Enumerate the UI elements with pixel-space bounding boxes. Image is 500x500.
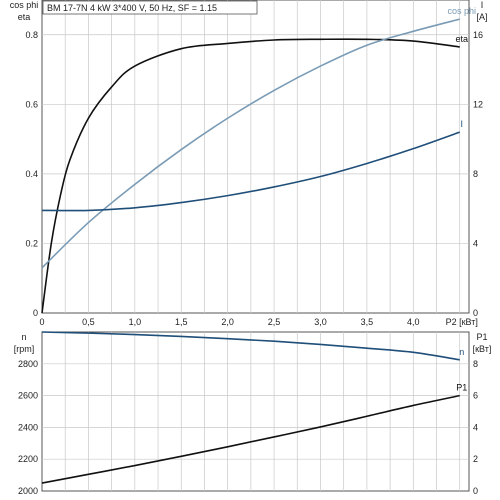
x-tick-label: 2,5 [268,317,281,327]
series-label: eta [455,34,468,44]
x-tick-label: 0 [39,317,44,327]
x-tick-label: 3,0 [314,317,327,327]
series-line-I [41,131,460,212]
left-axis-label: cos phi [10,0,39,10]
right-axis-label: I [481,0,484,10]
right-tick-label: 4 [473,238,478,248]
chart-title: BM 17-7N 4 kW 3*400 V, 50 Hz, SF = 1.15 [47,3,217,13]
series-line-n [41,331,460,361]
right-tick-label: 0 [473,486,478,496]
left-axis-unit: [rpm] [14,344,35,354]
left-tick-label: 0.6 [25,99,38,109]
plot-frame-0 [41,0,470,314]
right-axis-unit: [кВт] [473,344,492,354]
x-tick-label: 0,5 [82,317,95,327]
x-axis-label: P2 [кВт] [446,317,478,327]
right-tick-label: 0 [473,308,478,318]
left-tick-label: 2600 [18,391,38,401]
right-tick-label: 16 [473,30,483,40]
right-tick-label: 8 [473,169,478,179]
left-tick-label: 0.2 [25,238,38,248]
x-tick-label: 2,0 [221,317,234,327]
series-label: cos phi [447,6,476,16]
right-tick-label: 2 [473,454,478,464]
x-tick-label: 1,0 [129,317,142,327]
series-line-eta [41,38,460,314]
x-tick-label: 4,0 [407,317,420,327]
left-tick-label: 2200 [18,454,38,464]
left-tick-label: 2400 [18,422,38,432]
left-tick-label: 2000 [18,486,38,496]
x-tick-label: 3,5 [361,317,374,327]
right-tick-label: 4 [473,422,478,432]
right-axis-label: P1 [476,332,487,342]
series-line-cos-phi [41,18,460,269]
right-axis-unit: [A] [476,12,487,22]
x-tick-label: 1,5 [175,317,188,327]
right-tick-label: 6 [473,391,478,401]
series-label: n [459,347,464,357]
right-tick-label: 8 [473,359,478,369]
title-box [42,0,258,15]
right-tick-label: 12 [473,99,483,109]
left-axis-label: n [21,332,26,342]
left-tick-label: 0.8 [25,30,38,40]
series-line-P1 [41,394,460,484]
left-tick-label: 0.4 [25,169,38,179]
left-tick-label: 0 [33,308,38,318]
series-label: P1 [456,383,467,393]
left-axis-unit: eta [18,12,31,22]
left-tick-label: 2800 [18,359,38,369]
plot-frame-1 [41,331,470,492]
series-label: I [460,119,463,129]
